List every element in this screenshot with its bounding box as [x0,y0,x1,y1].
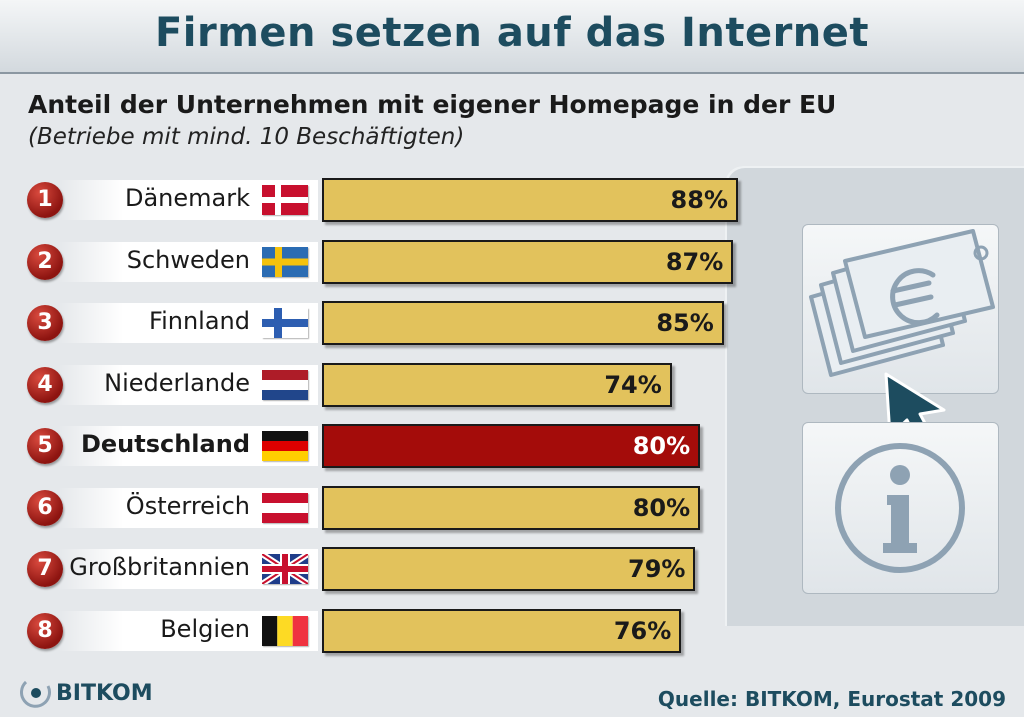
bitkom-logo-icon [20,680,51,708]
data-label: 85% [656,309,714,337]
category-label: Dänemark [124,184,250,212]
category-label: Deutschland [80,430,250,458]
source-note: Quelle: BITKOM, Eurostat 2009 [657,687,1006,711]
money-card [802,224,999,394]
bar: 80% [322,485,701,530]
category-label: Österreich [125,491,250,520]
data-label: 76% [613,616,672,645]
rank-badge: 4 [27,366,63,403]
flag-sweden-icon [262,246,308,277]
rank-badge: 3 [27,305,63,341]
rank-badge: 5 [27,428,63,464]
chart-subtitle-note: (Betriebe mit mind. 10 Beschäftigten) [28,124,465,150]
bar: 80% [322,424,701,468]
data-label: 74% [604,370,662,399]
bar: 79% [322,547,696,591]
flag-austria-icon [262,492,308,523]
flag-netherlands-icon [262,369,308,400]
data-label: 80% [632,432,691,460]
rank-badge: 7 [27,551,63,587]
title-bar: Firmen setzen auf das Internet [0,0,1024,74]
category-label: Niederlande [104,368,250,397]
bar: 85% [322,301,724,345]
chart-subtitle: Anteil der Unternehmen mit eigener Homep… [28,90,837,119]
rank-badge: 6 [27,489,63,526]
chart-title: Firmen setzen auf das Internet [154,10,870,56]
bar: 87% [322,239,734,284]
rank-badge: 1 [27,182,63,218]
bar: 74% [322,362,672,407]
info-icon [835,443,965,573]
flag-finland-icon [262,308,308,338]
category-label: Finnland [149,307,250,335]
data-label: 80% [632,493,691,522]
data-label: 79% [628,555,686,583]
category-label: Belgien [160,614,250,643]
rank-badge: 8 [27,612,63,649]
data-label: 88% [670,186,728,214]
category-label: Schweden [126,245,250,274]
info-card [802,422,999,594]
money-euro-icon [809,229,995,377]
flag-denmark-icon [262,185,308,215]
logo-text: BITKOM [56,680,153,706]
rank-badge: 2 [27,243,63,280]
bar: 76% [322,608,682,653]
flag-germany-icon [262,431,308,461]
category-label: Großbritannien [69,553,250,581]
flag-belgium-icon [262,615,308,646]
bar: 88% [322,178,738,222]
flag-uk-icon [262,554,308,584]
data-label: 87% [665,247,724,276]
bitkom-logo: BITKOM [20,677,153,709]
